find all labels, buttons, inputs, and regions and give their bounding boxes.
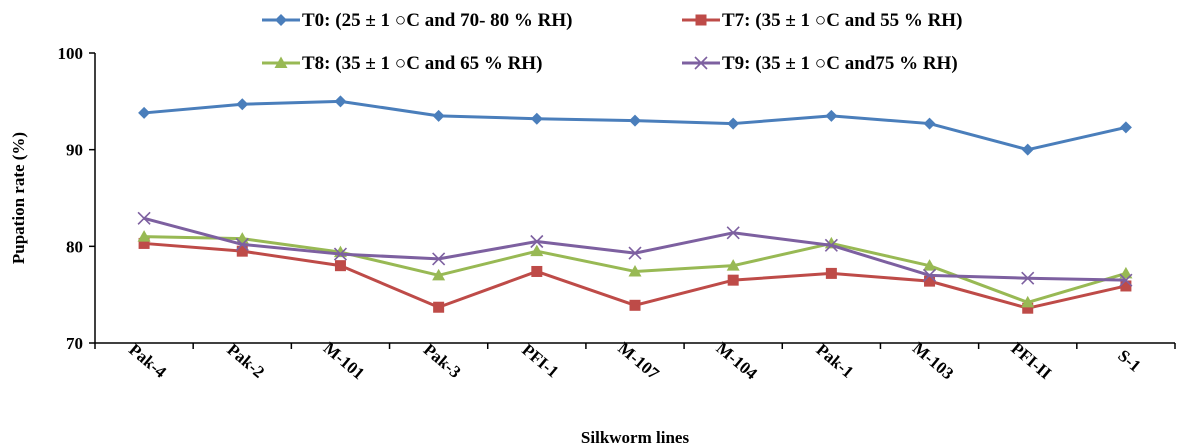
data-point [432, 109, 445, 122]
x-tick-label: Pak-1 [813, 340, 858, 382]
legend-swatch-marker [274, 56, 288, 68]
data-point [432, 252, 446, 266]
y-tick-label: 100 [58, 44, 84, 63]
chart-legend: T0: (25 ± 1 ○C and 70- 80 % RH) T7: (35 ±… [262, 10, 962, 74]
data-point [726, 226, 740, 240]
data-point [628, 246, 642, 260]
x-tick-label: M-103 [909, 338, 957, 383]
legend-label: T9: (35 ± 1 ○C and75 % RH) [722, 53, 958, 74]
legend-item: T7: (35 ± 1 ○C and 55 % RH) [682, 10, 962, 31]
legend-label: T0: (25 ± 1 ○C and 70- 80 % RH) [302, 10, 573, 31]
data-point [727, 274, 739, 286]
data-point [236, 245, 248, 257]
data-point [530, 234, 544, 249]
data-point [727, 117, 740, 130]
legend-swatch-marker [695, 14, 707, 26]
legend-label: T7: (35 ± 1 ○C and 55 % RH) [722, 10, 962, 31]
data-point [629, 299, 641, 311]
data-point [1022, 302, 1034, 314]
data-point [824, 238, 838, 252]
data-point [432, 268, 446, 281]
data-point [1021, 271, 1035, 285]
data-point [922, 268, 937, 282]
data-point [825, 267, 837, 279]
data-point [1119, 266, 1133, 279]
data-point [138, 237, 150, 249]
legend-swatch-marker [275, 14, 287, 26]
legend-swatch-marker [694, 56, 708, 70]
data-point [138, 106, 151, 119]
data-point [1119, 121, 1132, 134]
data-point [137, 230, 151, 242]
data-point [334, 260, 346, 272]
x-tick-label: PFI-II [1007, 339, 1055, 384]
data-point [530, 112, 543, 125]
data-point [236, 98, 249, 111]
chart-axes: 70 80 90 100 Pak-4 Pak-2 M-101 Pak-3 PFI-1 M-107 M… [58, 44, 1176, 384]
y-tick-label: 90 [66, 141, 83, 160]
data-point [923, 259, 937, 271]
legend-label: T8: (35 ± 1 ○C and 65 % RH) [302, 53, 542, 74]
x-tick-label: M-104 [713, 338, 762, 383]
x-tick-label: S-1 [1114, 346, 1144, 376]
data-point [628, 264, 642, 277]
data-point [726, 259, 740, 271]
data-point [433, 301, 445, 313]
y-tick-label: 80 [66, 237, 83, 256]
series-0 [138, 95, 1132, 156]
x-axis-title: Silkworm lines [581, 428, 690, 447]
data-point [531, 265, 543, 277]
data-point [1119, 273, 1133, 287]
x-tick-label: M-101 [320, 338, 368, 383]
data-point [1120, 280, 1132, 292]
series-3 [137, 211, 1133, 287]
series-1 [138, 237, 1132, 314]
y-tick-label: 70 [66, 334, 83, 353]
data-point [924, 275, 936, 287]
legend-item: T8: (35 ± 1 ○C and 65 % RH) [262, 53, 542, 74]
data-point [1021, 143, 1034, 156]
legend-item: T9: (35 ± 1 ○C and75 % RH) [682, 53, 958, 74]
data-point [235, 237, 249, 251]
data-point [333, 247, 348, 261]
data-point [629, 114, 641, 127]
data-point [530, 244, 544, 257]
x-tick-label: M-107 [614, 338, 663, 383]
x-tick-label: Pak-3 [420, 340, 465, 382]
data-point [1021, 295, 1035, 308]
x-tick-label: Pak-4 [125, 340, 170, 382]
x-tick-label: Pak-2 [223, 340, 268, 382]
data-point [137, 211, 151, 225]
legend-item: T0: (25 ± 1 ○C and 70- 80 % RH) [262, 10, 573, 31]
x-tick-label: PFI-1 [518, 340, 562, 381]
data-point [923, 117, 936, 130]
data-point [825, 109, 838, 122]
data-point [334, 95, 347, 108]
chart-series [137, 95, 1133, 314]
y-axis-title: Pupation rate (%) [9, 132, 28, 264]
